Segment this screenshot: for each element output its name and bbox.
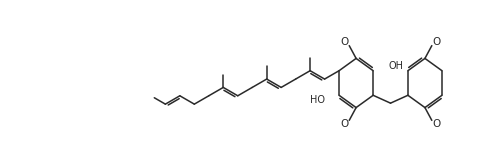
Text: O: O bbox=[340, 119, 348, 129]
Text: O: O bbox=[433, 37, 441, 47]
Text: OH: OH bbox=[389, 61, 404, 71]
Text: O: O bbox=[340, 37, 348, 47]
Text: HO: HO bbox=[310, 95, 325, 105]
Text: O: O bbox=[433, 119, 441, 129]
